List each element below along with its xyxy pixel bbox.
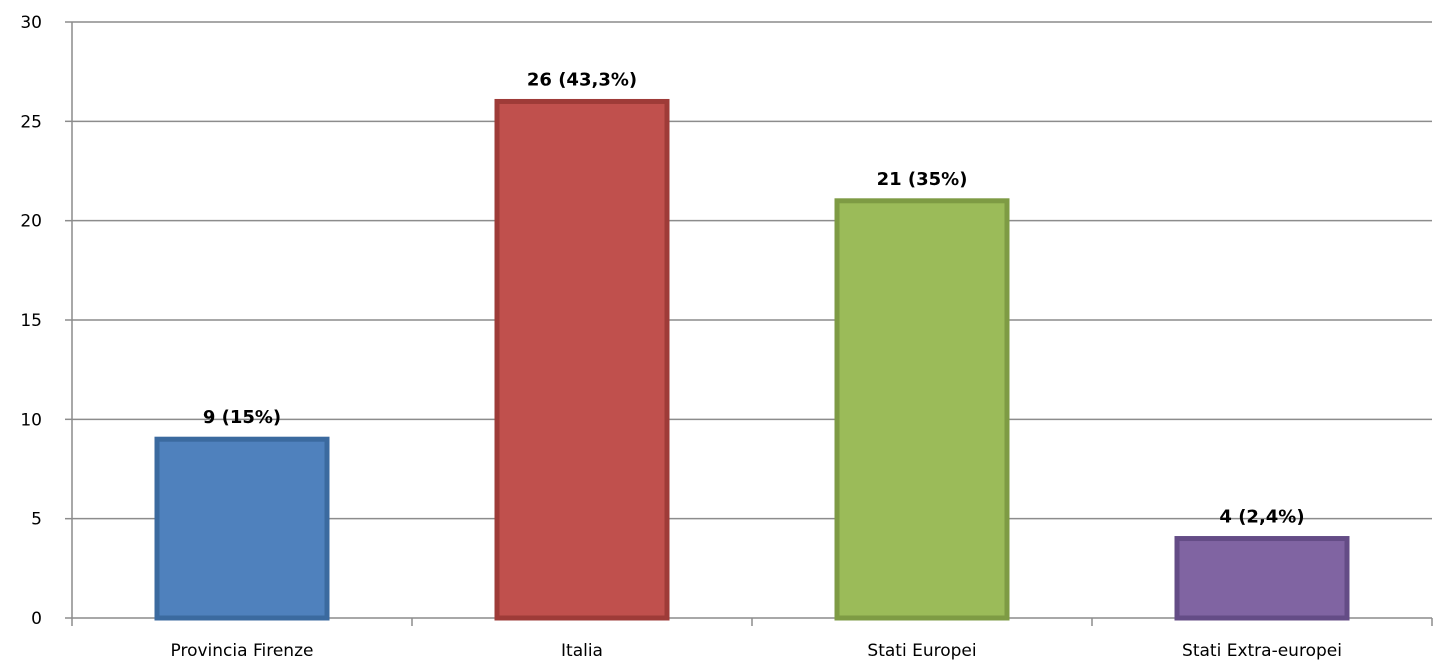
bars (154, 98, 1350, 621)
bar (834, 198, 1010, 621)
bar (1174, 536, 1350, 621)
y-tick-label: 15 (20, 311, 42, 331)
data-label: 9 (15%) (203, 407, 281, 428)
x-tick-label: Provincia Firenze (171, 641, 314, 661)
y-tick-label: 5 (31, 510, 42, 530)
x-axis-labels: Provincia Firenze Italia Stati Europei Stat… (171, 641, 1342, 661)
y-tick-label: 0 (31, 609, 42, 629)
data-label: 21 (35%) (877, 169, 968, 190)
y-axis-ticks: 0 5 10 15 20 25 30 (20, 13, 72, 629)
y-tick-label: 25 (20, 112, 42, 132)
gridlines (72, 21, 1432, 520)
x-tick-label: Stati Extra-europei (1182, 641, 1342, 661)
data-label: 4 (2,4%) (1219, 507, 1304, 528)
y-tick-label: 20 (20, 212, 42, 232)
y-tick-label: 10 (20, 410, 42, 430)
y-tick-label: 30 (20, 13, 42, 33)
bar (154, 436, 330, 621)
data-label: 26 (43,3%) (527, 69, 637, 90)
data-labels: 9 (15%) 26 (43,3%) 21 (35%) 4 (2,4%) (203, 69, 1305, 527)
bar (494, 98, 670, 621)
x-tick-label: Stati Europei (867, 641, 976, 661)
x-tick-label: Italia (561, 641, 603, 661)
